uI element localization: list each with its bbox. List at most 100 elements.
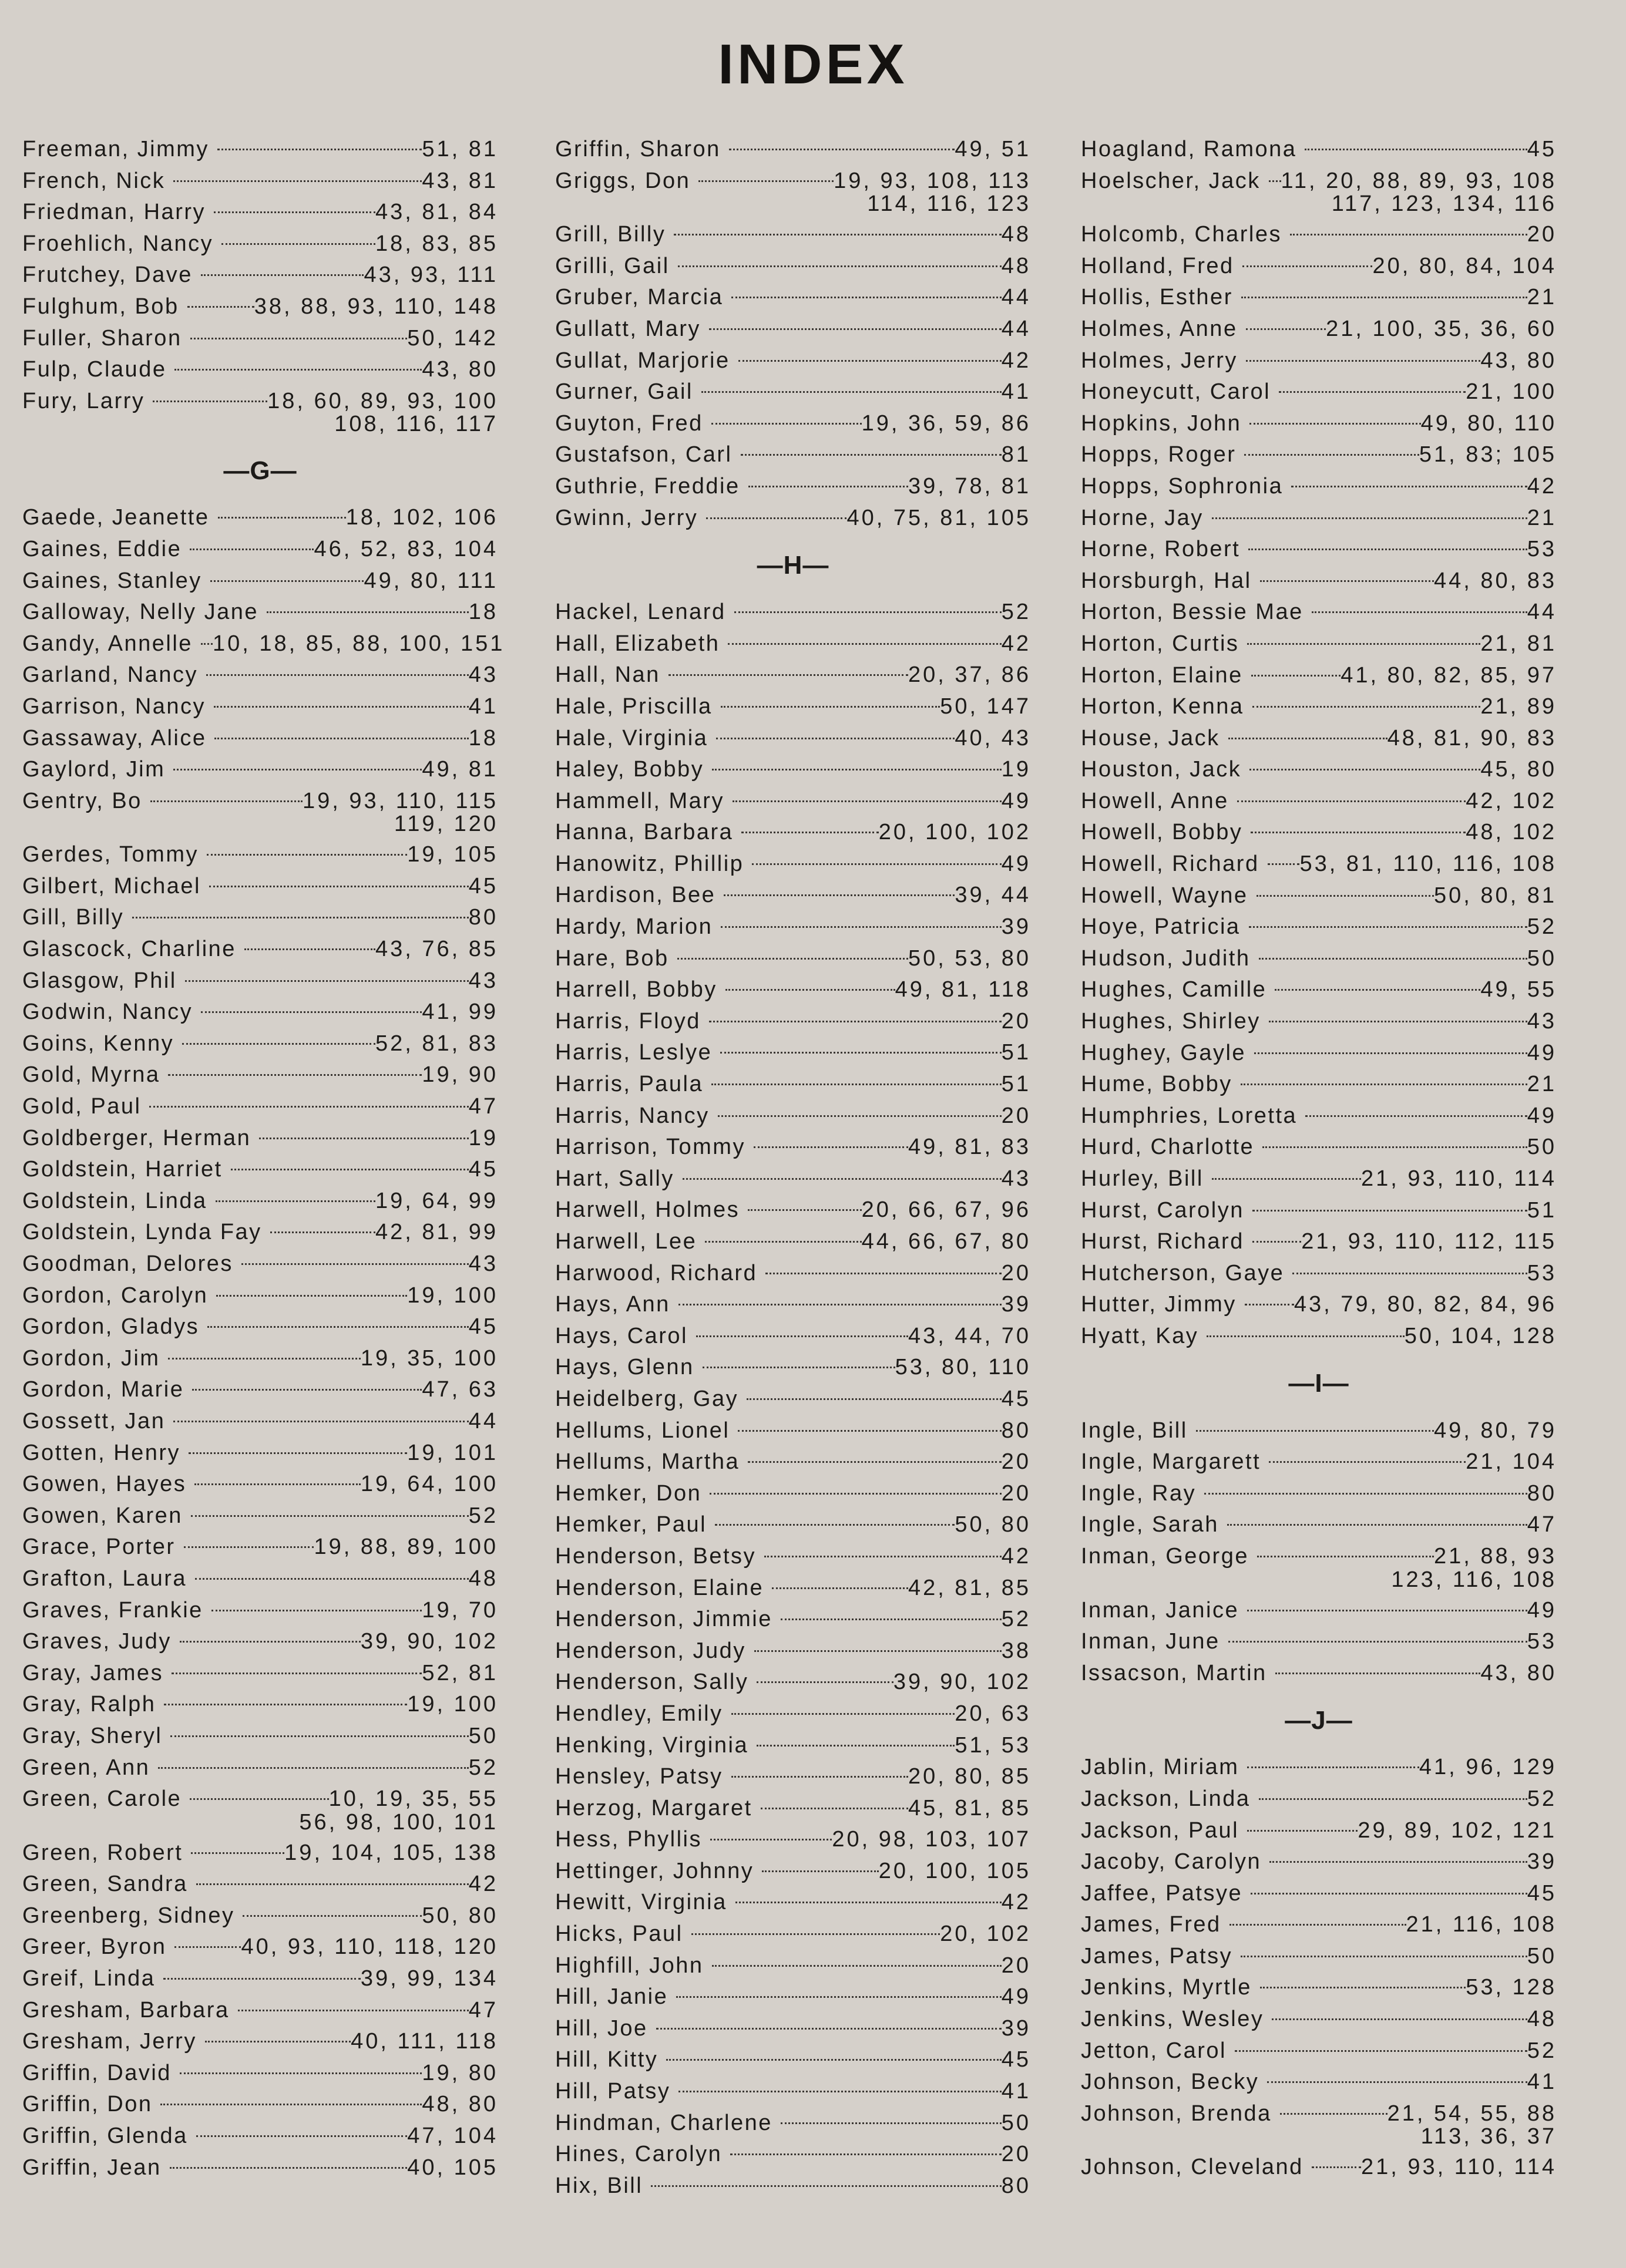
entry-name: Johnson, Becky <box>1081 2070 1259 2095</box>
index-entry-line: Gordon, Gladys 45 <box>22 1311 498 1343</box>
dot-leader <box>259 1137 469 1139</box>
dot-leader <box>210 580 364 582</box>
index-entry-line: Gullat, Marjorie 42 <box>555 345 1031 377</box>
entry-pages-continued: 56, 98, 100, 101 <box>299 1809 498 1835</box>
entry-name: Horton, Kenna <box>1081 694 1244 719</box>
index-entry: Horton, Bessie Mae 44 <box>1081 597 1557 628</box>
entry-pages: 45, 81, 85 <box>908 1795 1031 1821</box>
dot-leader <box>173 769 422 771</box>
entry-name: Hurley, Bill <box>1081 1166 1204 1191</box>
index-entry-line: Green, Sandra 42 <box>22 1869 498 1900</box>
dot-leader <box>216 1294 408 1297</box>
entry-pages: 20, 98, 103, 107 <box>832 1827 1031 1852</box>
entry-pages: 47, 104 <box>407 2124 498 2149</box>
entry-name: Humphries, Loretta <box>1081 1103 1298 1128</box>
entry-pages: 39 <box>1527 1849 1557 1875</box>
entry-name: Hughey, Gayle <box>1081 1040 1247 1065</box>
entry-pages: 42, 102 <box>1466 788 1557 813</box>
index-entry: Green, Sandra 42 <box>22 1869 498 1900</box>
dot-leader <box>752 863 1002 865</box>
entry-pages: 51, 83; 105 <box>1419 442 1557 467</box>
entry-name: Hurst, Carolyn <box>1081 1197 1244 1223</box>
index-entry: Henderson, Elaine 42, 81, 85 <box>555 1573 1031 1604</box>
entry-name: Henderson, Judy <box>555 1638 746 1663</box>
index-entry-line: Greif, Linda 39, 99, 134 <box>22 1963 498 1995</box>
entry-name: Hemker, Don <box>555 1480 702 1506</box>
dot-leader <box>191 1852 285 1854</box>
dot-leader <box>1258 1798 1527 1800</box>
index-entry-line: Hurst, Richard 21, 93, 110, 112, 115 <box>1081 1226 1557 1258</box>
entry-pages: 20, 100, 102 <box>878 820 1031 845</box>
entry-name: Galloway, Nelly Jane <box>22 600 259 625</box>
dot-leader <box>217 517 346 519</box>
entry-name: Gresham, Jerry <box>22 2029 197 2054</box>
entry-pages: 43 <box>1001 1166 1031 1191</box>
index-entry-line: Goins, Kenny 52, 81, 83 <box>22 1028 498 1060</box>
entry-pages: 50, 53, 80 <box>908 945 1031 971</box>
index-entry-line: Griffin, Jean 40, 105 <box>22 2152 498 2184</box>
entry-name: Goodman, Delores <box>22 1251 233 1276</box>
entry-name: Harwell, Lee <box>555 1229 697 1254</box>
entry-pages: 41 <box>468 694 498 719</box>
index-entry-line: Gossett, Jan 44 <box>22 1406 498 1438</box>
index-entry-line: Harwell, Holmes 20, 66, 67, 96 <box>555 1194 1031 1226</box>
index-entry: Graves, Judy 39, 90, 102 <box>22 1626 498 1658</box>
entry-pages: 45 <box>1527 1880 1557 1906</box>
entry-name: Harwell, Holmes <box>555 1197 740 1223</box>
entry-pages: 43, 76, 85 <box>375 937 498 962</box>
entry-pages: 20 <box>1001 1449 1031 1475</box>
index-entry: Glascock, Charline 43, 76, 85 <box>22 934 498 965</box>
index-entry-line: Henderson, Judy 38 <box>555 1636 1031 1667</box>
index-entry: Hurst, Richard 21, 93, 110, 112, 115 <box>1081 1226 1557 1258</box>
entry-pages: 80 <box>468 905 498 930</box>
index-entry: Hemker, Paul 50, 80 <box>555 1509 1031 1541</box>
dot-leader <box>1275 989 1481 991</box>
entry-pages: 20, 102 <box>940 1922 1031 1947</box>
index-entry: Hill, Patsy 41 <box>555 2076 1031 2108</box>
dot-leader <box>200 274 364 277</box>
entry-name: Harris, Paula <box>555 1072 704 1097</box>
index-entry: Fulp, Claude 43, 80 <box>22 354 498 386</box>
index-entry-line: Griffin, Glenda 47, 104 <box>22 2121 498 2152</box>
index-entry: Honeycutt, Carol 21, 100 <box>1081 376 1557 408</box>
dot-leader <box>705 1241 862 1243</box>
dot-leader <box>731 1776 908 1778</box>
dot-leader <box>1242 265 1373 267</box>
index-entry-line: Gowen, Hayes 19, 64, 100 <box>22 1469 498 1500</box>
entry-pages-continued: 117, 123, 134, 116 <box>1331 191 1557 217</box>
entry-pages: 45 <box>468 1157 498 1182</box>
index-entry-line: Howell, Richard 53, 81, 110, 116, 108 <box>1081 849 1557 880</box>
index-entry-line: Greenberg, Sidney 50, 80 <box>22 1900 498 1932</box>
dot-leader <box>211 1609 422 1611</box>
index-entry: Gaede, Jeanette 18, 102, 106 <box>22 502 498 534</box>
index-entry-line: Hill, Patsy 41 <box>555 2076 1031 2108</box>
index-entry: Hicks, Paul 20, 102 <box>555 1919 1031 1950</box>
index-entry-line: Hines, Carolyn 20 <box>555 2139 1031 2171</box>
letter-heading: —H— <box>757 550 829 580</box>
entry-pages: 19, 100 <box>407 1692 498 1717</box>
dot-leader <box>1252 1209 1527 1212</box>
index-entry: Hill, Joe 39 <box>555 2013 1031 2045</box>
index-entry-line: Horsburgh, Hal 44, 80, 83 <box>1081 566 1557 597</box>
index-entry-line: Goldstein, Lynda Fay 42, 81, 99 <box>22 1217 498 1249</box>
index-entry: Gray, James 52, 81 <box>22 1658 498 1690</box>
index-entry: Ingle, Margarett 21, 104 <box>1081 1446 1557 1478</box>
entry-name: Hart, Sally <box>555 1166 674 1191</box>
entry-pages: 48, 102 <box>1466 820 1557 845</box>
index-entry: Godwin, Nancy 41, 99 <box>22 997 498 1028</box>
dot-leader <box>1311 2166 1361 2169</box>
entry-name: Griffin, David <box>22 2060 172 2085</box>
dot-leader <box>221 243 375 245</box>
index-entry: Hale, Priscilla 50, 147 <box>555 691 1031 723</box>
entry-pages: 29, 89, 102, 121 <box>1358 1818 1557 1843</box>
index-entry: Holland, Fred 20, 80, 84, 104 <box>1081 251 1557 282</box>
entry-pages: 48, 81, 90, 83 <box>1387 725 1557 751</box>
index-entry: Hollis, Esther 21 <box>1081 282 1557 314</box>
dot-leader <box>1256 894 1434 897</box>
dot-leader <box>696 1335 908 1337</box>
entry-name: Gray, James <box>22 1660 164 1685</box>
index-entry: Grace, Porter 19, 88, 89, 100 <box>22 1532 498 1563</box>
entry-name: Hale, Virginia <box>555 725 708 751</box>
index-entry: Gurner, Gail 41 <box>555 376 1031 408</box>
entry-name: Hale, Priscilla <box>555 694 713 719</box>
